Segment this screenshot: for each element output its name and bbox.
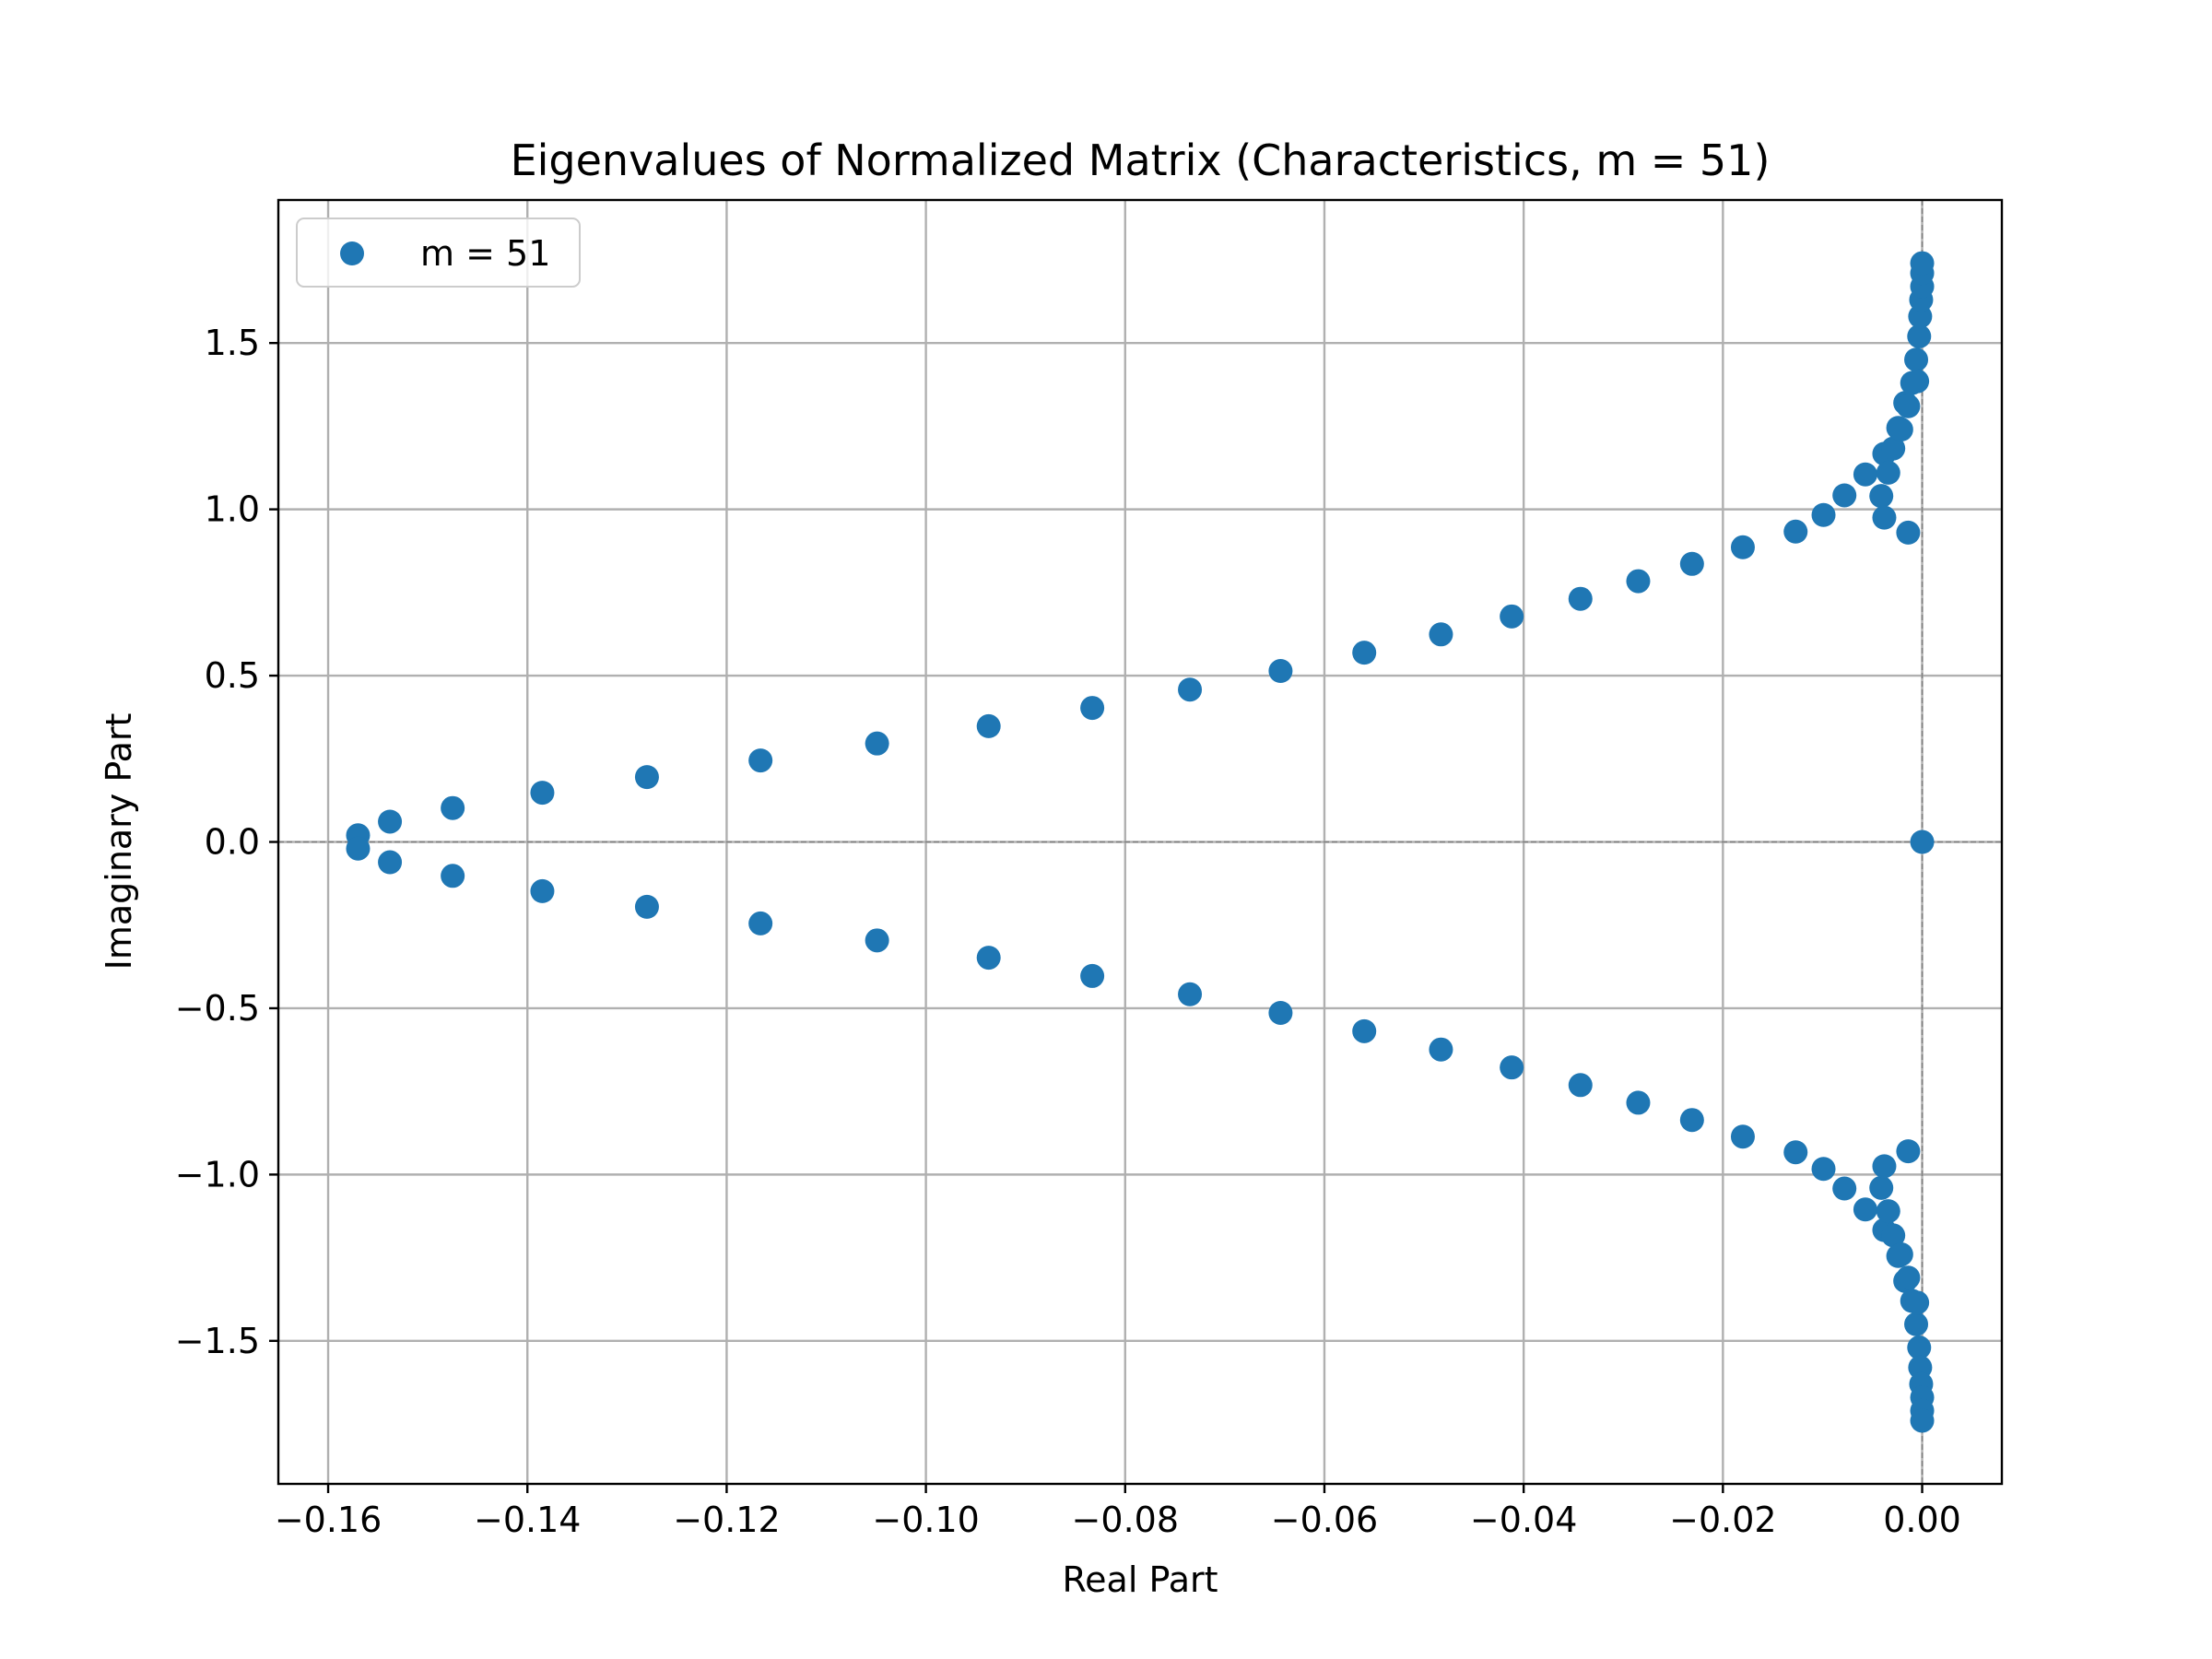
data-point	[1907, 1335, 1932, 1360]
data-point	[1626, 1090, 1651, 1115]
data-point	[1881, 436, 1906, 461]
data-point	[1568, 1073, 1593, 1098]
legend-marker	[340, 241, 364, 265]
data-point	[634, 894, 659, 919]
scatter-series	[346, 251, 1935, 1433]
data-point	[1904, 1312, 1929, 1336]
y-tick-label: 0.0	[205, 822, 260, 863]
data-point	[1910, 1408, 1935, 1433]
data-point	[1783, 519, 1808, 544]
data-point	[1881, 1223, 1906, 1248]
data-point	[1876, 1199, 1900, 1224]
data-point	[1679, 551, 1704, 576]
data-point	[1730, 535, 1755, 559]
y-tick-label: −0.5	[175, 988, 260, 1029]
data-point	[441, 795, 465, 820]
data-point	[1905, 1290, 1930, 1315]
x-axis-ticks: −0.16 −0.14 −0.12 −0.10 −0.08 −0.06 −0.04 −0.02…	[275, 1484, 1961, 1540]
data-point	[1904, 347, 1929, 372]
data-point	[1905, 369, 1930, 394]
data-point	[1730, 1124, 1755, 1149]
data-point	[1869, 1175, 1894, 1200]
x-axis-label: Real Part	[1062, 1559, 1218, 1600]
data-point	[1352, 641, 1377, 665]
x-tick-label: −0.12	[673, 1500, 780, 1540]
y-tick-label: −1.5	[175, 1321, 260, 1361]
data-point	[1500, 1055, 1524, 1080]
y-tick-label: 0.5	[205, 655, 260, 696]
x-tick-label: −0.10	[872, 1500, 979, 1540]
chart-title: Eigenvalues of Normalized Matrix (Charac…	[511, 135, 1771, 185]
data-point	[378, 850, 403, 875]
data-point	[1896, 1265, 1921, 1290]
x-tick-label: −0.16	[275, 1500, 382, 1540]
data-point	[976, 713, 1001, 738]
legend-frame	[296, 218, 581, 288]
data-point	[1783, 1140, 1808, 1165]
data-point	[1568, 586, 1593, 611]
data-point	[1811, 502, 1836, 527]
y-tick-label: 1.5	[205, 323, 260, 363]
data-point	[1872, 1154, 1897, 1179]
data-point	[1853, 1197, 1877, 1222]
x-tick-label: −0.02	[1669, 1500, 1776, 1540]
data-point	[1429, 622, 1453, 647]
legend-label: m = 51	[420, 233, 550, 274]
data-point	[865, 731, 889, 756]
data-point	[530, 781, 555, 806]
data-point	[1268, 1000, 1293, 1025]
data-point	[1080, 696, 1105, 721]
data-point	[1910, 251, 1935, 276]
data-point	[1832, 1176, 1857, 1201]
data-point	[1352, 1018, 1377, 1043]
data-point	[530, 878, 555, 903]
data-point	[1888, 418, 1913, 442]
data-point	[1869, 484, 1894, 509]
data-point	[1853, 462, 1877, 487]
y-tick-label: 1.0	[205, 489, 260, 530]
data-point	[1268, 659, 1293, 684]
data-point	[1811, 1157, 1836, 1182]
data-point	[976, 946, 1001, 971]
data-point	[865, 928, 889, 953]
data-point	[748, 748, 773, 773]
data-point	[1896, 394, 1921, 418]
data-point	[1888, 1241, 1913, 1266]
data-point	[378, 809, 403, 834]
data-point	[346, 836, 371, 861]
x-tick-label: 0.00	[1883, 1500, 1961, 1540]
data-point	[1679, 1108, 1704, 1133]
x-tick-label: −0.14	[474, 1500, 581, 1540]
data-point	[1178, 982, 1203, 1006]
y-tick-label: −1.0	[175, 1154, 260, 1194]
data-point	[441, 864, 465, 888]
x-tick-label: −0.06	[1271, 1500, 1378, 1540]
data-point	[1872, 505, 1897, 530]
data-point	[1907, 324, 1932, 348]
data-point	[748, 911, 773, 935]
data-point	[1080, 963, 1105, 988]
data-point	[1876, 460, 1900, 485]
data-point	[1832, 483, 1857, 508]
grid	[278, 200, 2002, 1484]
data-point	[634, 765, 659, 790]
x-tick-label: −0.08	[1072, 1500, 1179, 1540]
data-point	[1429, 1037, 1453, 1062]
x-tick-label: −0.04	[1470, 1500, 1577, 1540]
y-axis-ticks: 1.5 1.0 0.5 0.0 −0.5 −1.0 −1.5	[175, 323, 278, 1361]
data-point	[1500, 604, 1524, 629]
data-point	[1910, 830, 1935, 854]
data-point	[1896, 520, 1921, 545]
y-axis-label: Imaginary Part	[99, 713, 139, 971]
data-point	[1896, 1139, 1921, 1164]
data-point	[1178, 677, 1203, 702]
data-point	[1626, 569, 1651, 594]
legend: m = 51	[296, 218, 581, 288]
